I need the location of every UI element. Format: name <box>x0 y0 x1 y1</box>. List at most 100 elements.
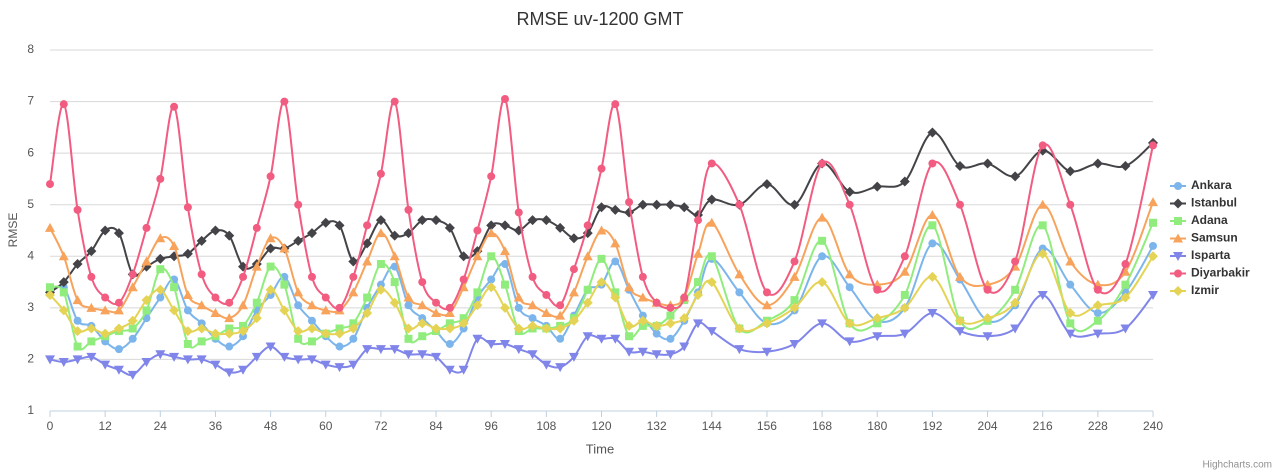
marker <box>445 339 454 348</box>
marker <box>418 314 427 323</box>
marker <box>183 339 192 348</box>
legend-item[interactable]: Izmir <box>1170 283 1219 297</box>
legend-item[interactable]: Isparta <box>1170 248 1231 262</box>
marker <box>100 360 111 370</box>
marker <box>142 223 151 232</box>
marker <box>293 235 304 246</box>
marker <box>72 259 83 270</box>
marker <box>86 323 97 334</box>
x-tick-label: 48 <box>264 419 278 433</box>
marker <box>610 204 621 215</box>
legend-item[interactable]: Adana <box>1170 213 1228 227</box>
legend-item[interactable]: Diyarbakir <box>1170 266 1250 280</box>
marker <box>169 305 180 316</box>
marker <box>679 202 690 213</box>
marker <box>335 342 344 351</box>
marker <box>59 100 68 109</box>
marker <box>638 272 647 281</box>
marker <box>651 350 662 360</box>
y-tick-label: 2 <box>27 352 34 366</box>
marker <box>46 283 54 292</box>
marker <box>183 203 192 212</box>
marker <box>900 252 909 261</box>
marker <box>293 287 304 297</box>
marker <box>280 280 289 289</box>
marker <box>790 296 799 305</box>
marker <box>87 272 96 281</box>
marker <box>500 280 509 289</box>
marker <box>583 285 592 294</box>
marker <box>238 326 249 337</box>
x-tick-label: 192 <box>922 419 942 433</box>
marker <box>362 308 373 319</box>
marker <box>596 202 607 213</box>
marker <box>1093 316 1102 325</box>
marker <box>363 293 372 302</box>
marker <box>141 295 152 306</box>
marker <box>817 212 828 222</box>
marker <box>1174 217 1182 225</box>
marker <box>458 365 469 375</box>
marker <box>706 277 717 288</box>
marker <box>417 215 428 226</box>
x-tick-label: 60 <box>319 419 333 433</box>
marker <box>761 318 772 329</box>
marker <box>1092 300 1103 311</box>
marker <box>335 303 344 312</box>
marker <box>568 352 579 362</box>
marker <box>1065 329 1076 339</box>
marker <box>873 319 882 328</box>
marker <box>665 199 676 210</box>
legend-label: Isparta <box>1191 248 1231 262</box>
marker <box>73 342 82 351</box>
marker <box>899 266 910 276</box>
marker <box>1149 141 1157 150</box>
marker <box>306 355 317 365</box>
marker <box>1037 248 1048 259</box>
marker <box>954 271 965 281</box>
marker <box>196 355 207 365</box>
legend-item[interactable]: Samsun <box>1170 231 1238 245</box>
marker <box>513 345 524 355</box>
marker <box>141 358 152 368</box>
marker <box>225 324 234 333</box>
marker <box>196 235 207 246</box>
marker <box>1093 285 1102 294</box>
marker <box>320 305 331 315</box>
marker <box>597 164 606 173</box>
marker <box>251 313 262 324</box>
marker <box>1066 280 1075 289</box>
marker <box>486 228 497 238</box>
x-tick-label: 36 <box>209 419 223 433</box>
marker <box>596 225 607 235</box>
marker <box>73 316 82 325</box>
marker <box>556 334 565 343</box>
marker <box>444 308 455 318</box>
legend-item[interactable]: Istanbul <box>1170 196 1237 210</box>
marker <box>196 300 207 310</box>
marker <box>1120 161 1131 172</box>
marker <box>431 308 442 318</box>
marker <box>128 270 137 279</box>
marker <box>46 180 54 189</box>
marker <box>928 239 937 248</box>
marker <box>294 334 303 343</box>
legend-item[interactable]: Ankara <box>1170 178 1232 192</box>
marker <box>404 334 413 343</box>
x-tick-label: 108 <box>536 419 556 433</box>
marker <box>1037 199 1048 209</box>
marker <box>182 248 193 259</box>
marker <box>197 319 206 328</box>
marker <box>873 285 882 294</box>
marker <box>927 210 938 220</box>
marker <box>183 306 192 315</box>
legend-label: Diyarbakir <box>1191 266 1250 280</box>
marker <box>127 370 138 380</box>
marker <box>624 347 635 357</box>
marker <box>844 186 855 197</box>
legend-label: Samsun <box>1191 231 1238 245</box>
legend-label: Istanbul <box>1191 196 1237 210</box>
x-tick-label: 216 <box>1033 419 1053 433</box>
y-tick-label: 4 <box>27 248 34 262</box>
marker <box>58 277 69 288</box>
